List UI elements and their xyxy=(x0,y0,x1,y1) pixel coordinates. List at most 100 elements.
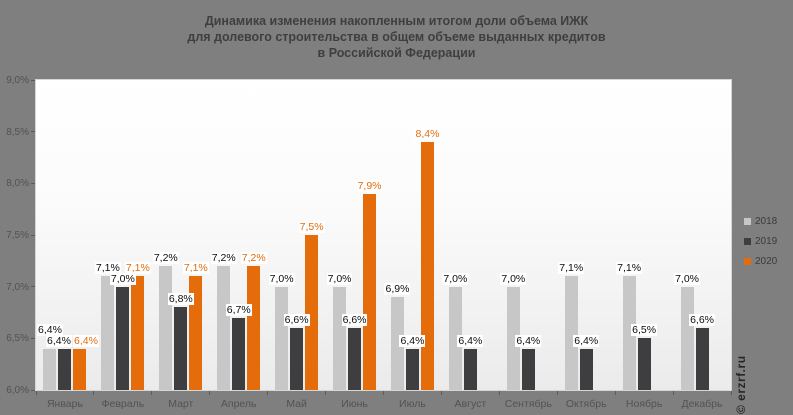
data-label: 6,7% xyxy=(225,303,252,316)
bar-2019 xyxy=(116,286,130,390)
x-axis-label: Июль xyxy=(399,398,426,410)
bar-2018 xyxy=(448,286,462,390)
y-axis-tick xyxy=(31,234,35,236)
data-label: 7,0% xyxy=(109,272,136,285)
bar-2018 xyxy=(390,297,404,390)
bar-2019 xyxy=(174,307,188,390)
bar-2020 xyxy=(420,142,434,390)
bar-2018 xyxy=(159,266,173,390)
bar-2018 xyxy=(680,286,694,390)
chart-title-line1: Динамика изменения накопленным итогом до… xyxy=(204,14,589,28)
data-label: 7,5% xyxy=(298,221,325,233)
data-label: 7,2% xyxy=(240,252,267,264)
y-axis-label: 8,0% xyxy=(6,178,29,190)
data-label: 7,0% xyxy=(326,272,353,285)
bar-2018 xyxy=(275,286,289,390)
x-axis-tick xyxy=(325,391,327,395)
plot-area: 6,0% 6,5% 7,0% 7,5% 8,0% 8,5% 9,0% Январь Феврал… xyxy=(6,75,732,410)
y-axis-label: 8,5% xyxy=(6,126,29,138)
x-axis-label: Май xyxy=(286,398,307,410)
y-axis-label: 7,0% xyxy=(6,281,29,293)
bar-2020 xyxy=(363,193,377,390)
y-axis-label: 6,5% xyxy=(6,333,29,345)
x-axis-tick xyxy=(209,391,211,395)
bar-2019 xyxy=(463,348,477,390)
x-axis-tick xyxy=(267,391,269,395)
data-label: 7,1% xyxy=(558,262,585,275)
data-label: 6,4% xyxy=(399,334,426,347)
x-axis-label: Сентябрь xyxy=(504,398,552,410)
y-axis-tick xyxy=(31,286,35,288)
x-axis-tick xyxy=(498,391,500,395)
legend: 2018 2019 2020 xyxy=(744,211,777,271)
x-axis-label: Август xyxy=(454,398,487,410)
y-axis-tick xyxy=(31,337,35,339)
x-axis-label: Июнь xyxy=(341,398,368,410)
data-label: 7,1% xyxy=(94,262,121,275)
x-axis-label: Ноябрь xyxy=(625,398,663,410)
legend-label: 2018 xyxy=(755,215,778,227)
x-axis-label: Декабрь xyxy=(681,398,723,410)
chart-title: Динамика изменения накопленным итогом до… xyxy=(0,13,793,61)
watermark: © erzrf.ru xyxy=(734,355,748,414)
bar-2018 xyxy=(217,266,231,390)
bar-2019 xyxy=(58,348,72,390)
chart-title-line3: в Российской Федерации xyxy=(317,46,476,60)
data-label: 7,0% xyxy=(500,272,527,285)
x-axis-tick xyxy=(440,391,442,395)
data-label: 6,6% xyxy=(283,314,310,326)
bar-2020 xyxy=(247,266,261,390)
legend-label: 2019 xyxy=(755,235,778,247)
legend-label: 2020 xyxy=(755,255,778,267)
bar-2018 xyxy=(622,276,636,390)
bar-2020 xyxy=(131,276,145,390)
x-axis-label: Апрель xyxy=(220,398,257,410)
data-label: 7,0% xyxy=(674,272,700,285)
legend-item-2020: 2020 xyxy=(744,251,777,271)
y-axis-label: 9,0% xyxy=(6,75,29,86)
data-label: 7,1% xyxy=(616,262,643,275)
bar-2018 xyxy=(506,286,520,390)
data-label: 6,9% xyxy=(384,283,411,295)
bar-2019 xyxy=(348,328,362,390)
bar-2018 xyxy=(333,286,347,390)
data-label: 6,8% xyxy=(167,293,194,306)
data-label: 8,4% xyxy=(414,128,441,140)
x-axis-tick xyxy=(614,391,616,395)
bar-2018 xyxy=(43,348,57,390)
x-axis-tick xyxy=(151,391,153,395)
legend-item-2019: 2019 xyxy=(744,231,777,251)
bar-2020 xyxy=(305,235,319,390)
data-label: 7,9% xyxy=(356,179,383,192)
data-label: 6,5% xyxy=(631,324,658,337)
data-label: 6,4% xyxy=(457,334,484,347)
legend-item-2018: 2018 xyxy=(744,211,777,231)
bar-2019 xyxy=(290,328,304,390)
bar-2020 xyxy=(73,348,87,390)
x-axis-label: Февраль xyxy=(101,398,145,410)
x-axis-tick xyxy=(93,391,95,395)
x-axis-tick xyxy=(672,391,674,395)
data-label: 7,2% xyxy=(210,252,237,264)
data-label: 6,4% xyxy=(36,323,63,336)
x-axis-tick xyxy=(383,391,384,395)
y-axis-label: 7,5% xyxy=(6,230,29,241)
legend-marker-icon xyxy=(744,237,751,245)
data-label: 6,4% xyxy=(573,334,600,347)
data-label: 7,1% xyxy=(124,262,151,275)
legend-marker-icon xyxy=(744,217,751,225)
x-axis-tick xyxy=(730,391,732,395)
y-axis-tick xyxy=(31,79,35,81)
bar-2019 xyxy=(405,348,419,390)
bar-2019 xyxy=(521,348,535,390)
x-axis-label: Октябрь xyxy=(565,398,607,410)
data-label: 7,0% xyxy=(268,272,295,285)
data-label: 7,2% xyxy=(152,252,179,264)
bar-2019 xyxy=(232,317,246,390)
y-axis-tick xyxy=(31,389,35,391)
y-axis-label: 6,0% xyxy=(6,385,29,396)
data-label: 6,6% xyxy=(341,314,368,326)
x-axis-label: Январь xyxy=(46,398,83,410)
y-axis-tick xyxy=(31,182,35,184)
